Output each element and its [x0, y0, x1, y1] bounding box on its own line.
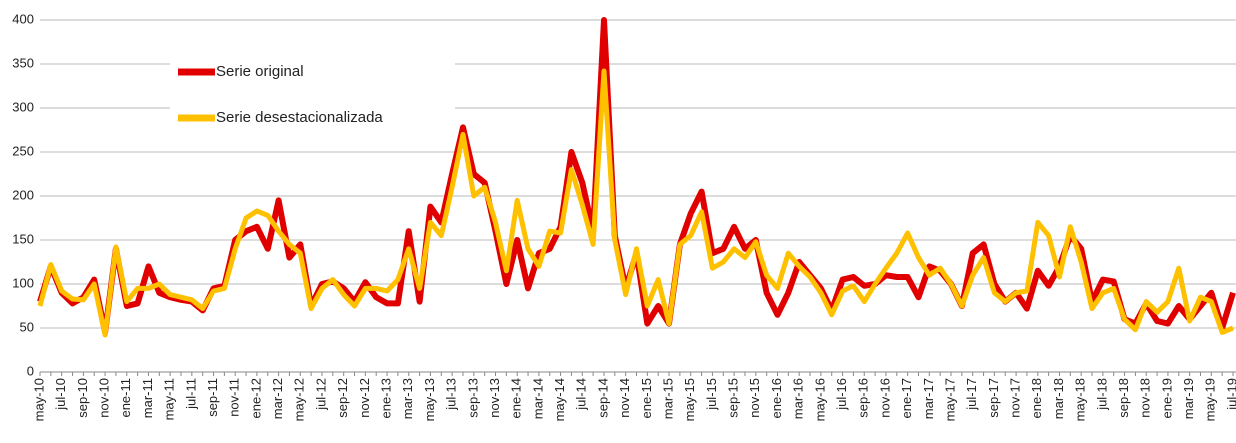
- x-tick-label: jul-19: [1224, 378, 1236, 411]
- x-tick-label: ene-19: [1159, 378, 1174, 418]
- x-tick-label: sep-18: [1116, 378, 1131, 418]
- x-tick-label: sep-13: [465, 378, 480, 418]
- x-tick-label: mar-14: [530, 378, 545, 419]
- x-tick-label: mar-18: [1051, 378, 1066, 419]
- x-tick-label: ene-11: [118, 378, 133, 418]
- x-tick-label: ene-16: [769, 378, 784, 418]
- x-tick-label: sep-10: [75, 378, 90, 418]
- x-tick-label: sep-15: [726, 378, 741, 418]
- x-tick-label: jul-13: [444, 378, 459, 411]
- x-tick-label: mar-13: [400, 378, 415, 419]
- x-tick-label: jul-11: [183, 378, 198, 410]
- x-tick-label: may-14: [552, 378, 567, 421]
- x-tick-label: mar-19: [1181, 378, 1196, 419]
- x-tick-label: may-13: [422, 378, 437, 421]
- y-tick-label: 0: [27, 363, 34, 378]
- x-tick-label: mar-11: [140, 378, 155, 418]
- y-tick-label: 400: [12, 11, 34, 26]
- x-tick-label: ene-12: [248, 378, 263, 418]
- x-tick-label: nov-11: [227, 378, 242, 417]
- x-tick-label: sep-16: [856, 378, 871, 418]
- x-tick-label: jul-15: [704, 378, 719, 411]
- x-tick-label: nov-14: [617, 378, 632, 418]
- y-tick-label: 250: [12, 143, 34, 158]
- x-tick-label: sep-12: [335, 378, 350, 418]
- x-tick-label: nov-10: [97, 378, 112, 418]
- x-tick-label: ene-17: [899, 378, 914, 418]
- x-tick-label: sep-11: [205, 378, 220, 417]
- x-tick-label: nov-16: [877, 378, 892, 418]
- x-tick-label: may-11: [162, 378, 177, 420]
- x-tick-label: nov-13: [487, 378, 502, 418]
- x-tick-label: nov-17: [1008, 378, 1023, 418]
- x-tick-label: mar-12: [270, 378, 285, 419]
- x-tick-label: ene-18: [1029, 378, 1044, 418]
- legend-label: Serie desestacionalizada: [216, 109, 383, 126]
- x-tick-label: may-16: [812, 378, 827, 421]
- x-tick-label: may-10: [31, 378, 46, 421]
- x-tick-label: may-19: [1203, 378, 1218, 421]
- y-tick-label: 200: [12, 187, 34, 202]
- x-tick-label: jul-14: [574, 378, 589, 411]
- x-tick-label: sep-14: [595, 378, 610, 418]
- x-tick-label: mar-15: [660, 378, 675, 419]
- y-tick-label: 300: [12, 99, 34, 114]
- x-tick-label: may-15: [682, 378, 697, 421]
- y-tick-label: 150: [12, 231, 34, 246]
- x-tick-label: may-12: [292, 378, 307, 421]
- x-tick-label: jul-10: [53, 378, 68, 411]
- y-tick-label: 350: [12, 55, 34, 70]
- legend-label: Serie original: [216, 63, 304, 80]
- x-tick-label: jul-16: [834, 378, 849, 411]
- x-tick-label: ene-15: [639, 378, 654, 418]
- x-tick-label: nov-18: [1138, 378, 1153, 418]
- x-tick-label: sep-17: [986, 378, 1001, 418]
- x-tick-label: jul-12: [313, 378, 328, 411]
- x-tick-label: ene-14: [509, 378, 524, 418]
- legend-background: [170, 52, 455, 137]
- y-tick-label: 100: [12, 275, 34, 290]
- x-tick-label: nov-15: [747, 378, 762, 418]
- x-tick-label: may-18: [1073, 378, 1088, 421]
- x-tick-label: jul-17: [964, 378, 979, 411]
- x-tick-label: ene-13: [378, 378, 393, 418]
- x-tick-label: mar-17: [921, 378, 936, 419]
- x-tick-label: mar-16: [791, 378, 806, 419]
- x-tick-label: nov-12: [357, 378, 372, 418]
- x-tick-label: jul-18: [1094, 378, 1109, 411]
- series-line: [37, 68, 1234, 338]
- x-tick-label: may-17: [942, 378, 957, 421]
- y-tick-label: 50: [20, 319, 34, 334]
